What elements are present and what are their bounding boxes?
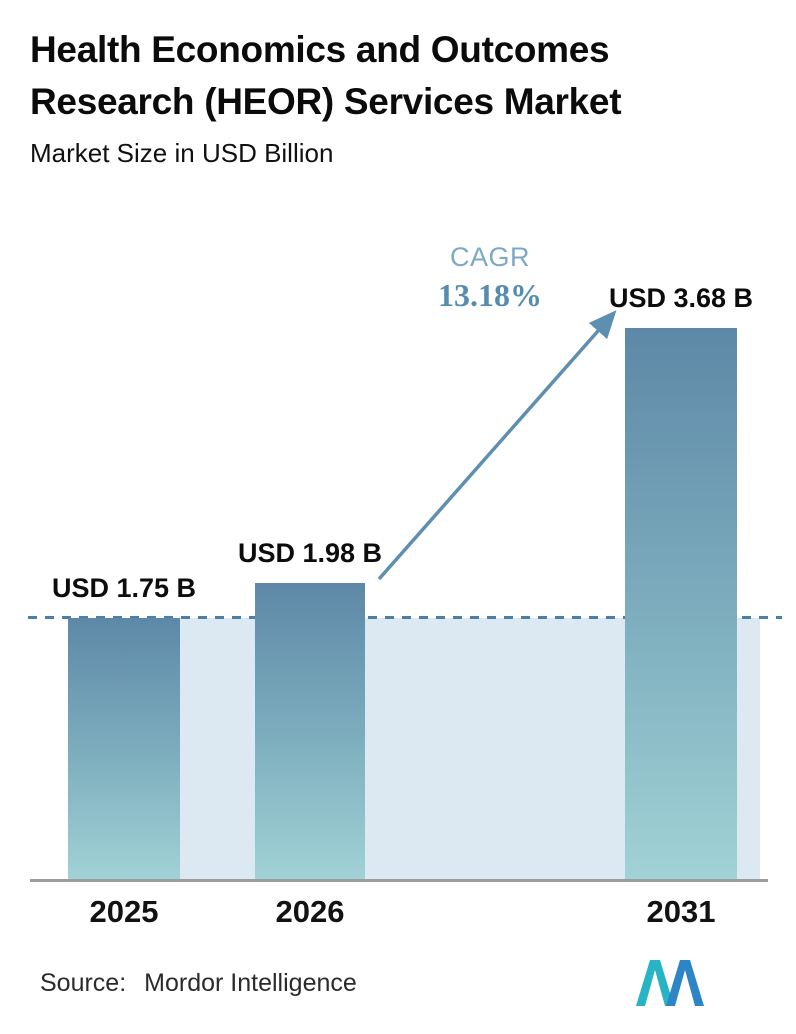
reference-dashed-line [28,615,782,619]
chart-subtitle: Market Size in USD Billion [30,137,334,168]
bar-value-label-2031: USD 3.68 B [608,283,754,313]
mordor-intelligence-logo [636,960,704,1006]
cagr-label: CAGR [449,242,530,272]
chart-footer: Source: Mordor Intelligence [40,960,704,1006]
bar-value-label-2025: USD 1.75 B [51,572,197,603]
source-label: Source: [40,968,127,997]
bar-2025 [68,617,180,880]
source-note: Source: Mordor Intelligence [40,969,357,998]
bar-chart-plot: USD 1.75 B USD 1.98 B USD 3.68 B CAGR 13… [28,200,782,929]
bar-value-label-2026: USD 1.98 B [237,538,383,568]
x-axis-label-2026: 2026 [275,894,345,929]
x-axis-line [30,879,768,882]
source-value: Mordor Intelligence [144,968,357,997]
cagr-annotation: CAGR 13.18% [415,242,565,314]
cagr-value: 13.18% [438,277,542,313]
x-axis-label-2025: 2025 [89,894,159,929]
x-axis-label-2031: 2031 [646,894,716,929]
bar-2026 [255,583,365,880]
chart-title: Health Economics and Outcomes Research (… [30,29,622,122]
chart-header: Health Economics and Outcomes Research (… [30,24,730,169]
bar-2031 [625,328,737,880]
